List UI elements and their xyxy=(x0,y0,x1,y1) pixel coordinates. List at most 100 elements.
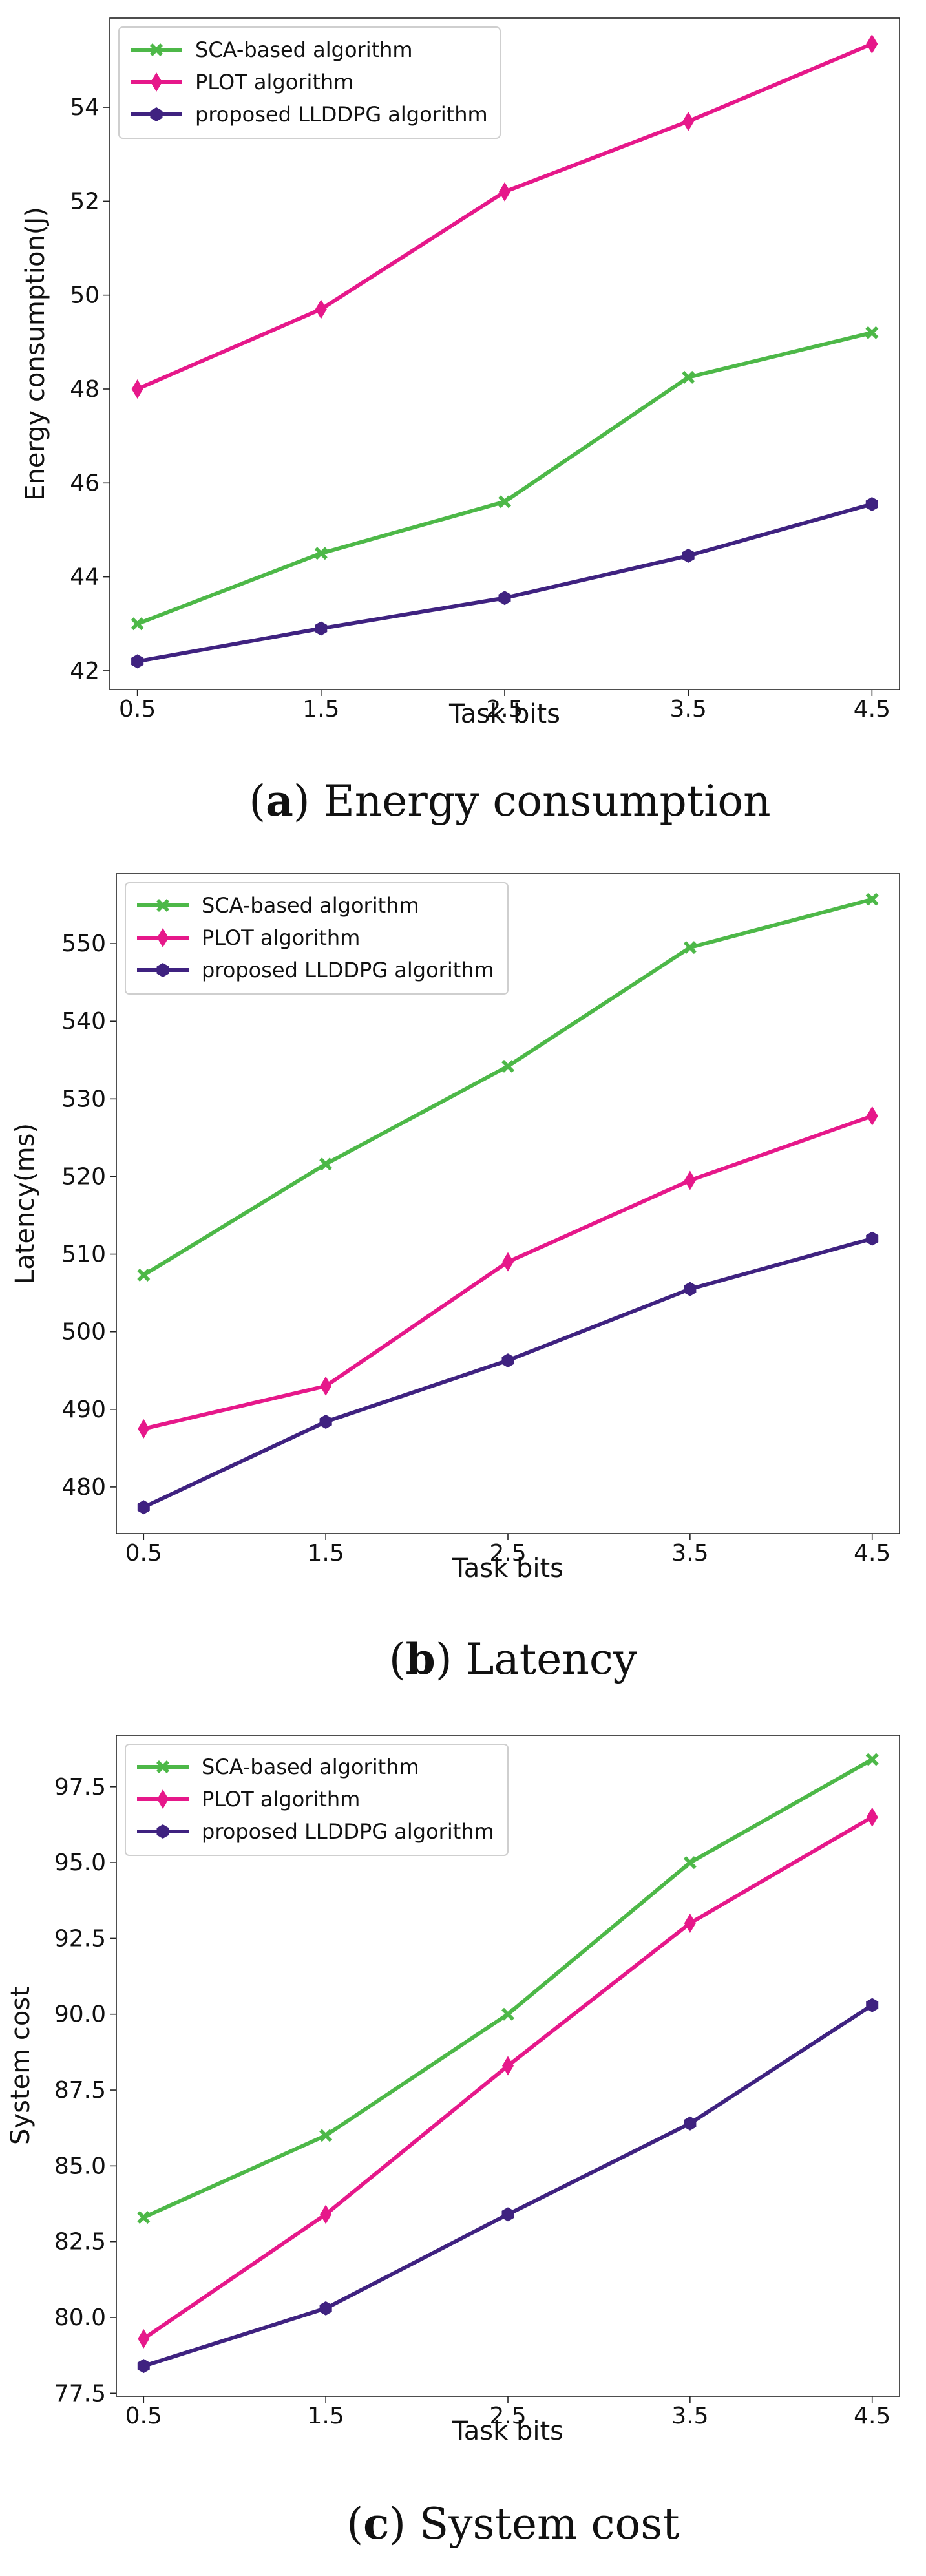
data-point xyxy=(319,2301,332,2316)
x-tick-label: 4.5 xyxy=(854,696,890,723)
x-tick-label: 1.5 xyxy=(308,2403,344,2429)
data-point xyxy=(320,1376,332,1396)
y-tick-label: 550 xyxy=(61,931,106,957)
data-point xyxy=(319,1157,333,1171)
data-point xyxy=(865,1753,879,1766)
series-line xyxy=(143,1236,873,1509)
data-point xyxy=(319,1415,332,1429)
y-tick-label: 80.0 xyxy=(54,2305,106,2331)
data-point xyxy=(682,370,695,384)
y-tick-label: 97.5 xyxy=(54,1774,106,1800)
y-tick-label: 50 xyxy=(70,282,100,309)
data-point xyxy=(315,621,328,636)
data-point xyxy=(137,1269,151,1282)
y-tick-label: 540 xyxy=(61,1008,106,1035)
legend-marker xyxy=(156,1824,169,1839)
legend-entry: SCA-based algorithm xyxy=(131,37,413,62)
y-tick-label: 480 xyxy=(61,1474,106,1501)
y-tick-label: 77.5 xyxy=(54,2380,106,2407)
legend-box xyxy=(118,26,501,139)
x-tick-label: 2.5 xyxy=(489,2403,526,2429)
x-tick-label: 2.5 xyxy=(489,1540,526,1567)
legend-box xyxy=(125,1744,509,1856)
data-point xyxy=(137,2359,150,2374)
series-3 xyxy=(137,1231,879,1515)
series-1 xyxy=(137,1753,879,2224)
data-point xyxy=(314,547,328,560)
data-point xyxy=(498,591,511,606)
legend-label: PLOT algorithm xyxy=(202,1787,360,1811)
legend-entry: SCA-based algorithm xyxy=(137,1755,419,1779)
legend-marker xyxy=(157,928,169,947)
legend-label: PLOT algorithm xyxy=(195,70,353,94)
y-tick-label: 530 xyxy=(61,1086,106,1112)
data-point xyxy=(682,548,695,563)
y-tick-label: 52 xyxy=(70,188,100,215)
y-tick-label: 87.5 xyxy=(54,2077,106,2104)
legend-label: proposed LLDDPG algorithm xyxy=(202,1819,494,1844)
data-point xyxy=(131,654,144,669)
caption-text: Energy consumption xyxy=(324,776,771,826)
series-line xyxy=(143,1114,873,1431)
legend-entry: proposed LLDDPG algorithm xyxy=(137,1819,494,1844)
legend-marker xyxy=(156,963,169,977)
x-tick-label: 0.5 xyxy=(125,1540,162,1567)
x-axis-label: Task bits xyxy=(448,699,560,729)
data-point xyxy=(499,182,510,202)
legend-marker xyxy=(150,43,163,56)
data-point xyxy=(866,1231,879,1246)
y-tick-label: 90.0 xyxy=(54,2001,106,2028)
y-tick-label: 92.5 xyxy=(54,1925,106,1952)
y-tick-label: 490 xyxy=(61,1397,106,1423)
data-point xyxy=(319,2129,333,2142)
y-tick-label: 520 xyxy=(61,1163,106,1190)
data-point xyxy=(138,2328,150,2349)
x-tick-label: 4.5 xyxy=(854,1540,890,1567)
legend-label: proposed LLDDPG algorithm xyxy=(195,102,488,127)
legend-label: SCA-based algorithm xyxy=(202,893,419,918)
caption-paren-open: ( xyxy=(249,776,266,826)
series-3 xyxy=(131,497,878,669)
data-point xyxy=(682,111,695,131)
chart-panel-3: 0.5 1.5 2.5 3.5 4.5 77.5 80.0 82.5 85.0 87.5 90.0 9… xyxy=(6,1735,900,2549)
series-2 xyxy=(131,34,878,399)
series-1 xyxy=(131,326,879,631)
y-tick-label: 54 xyxy=(70,94,100,121)
x-tick-label: 3.5 xyxy=(671,1540,708,1567)
legend: SCA-based algorithm PLOT algorithm propose… xyxy=(125,1744,509,1856)
x-tick-label: 0.5 xyxy=(125,2403,162,2429)
chart-panel-2: 0.5 1.5 2.5 3.5 4.5 480 490 500 510 520 530 540 550 T… xyxy=(10,873,900,1684)
data-point xyxy=(866,1106,878,1126)
caption-text: System cost xyxy=(419,2499,680,2549)
legend-entry: PLOT algorithm xyxy=(137,925,360,950)
x-tick-label: 3.5 xyxy=(670,696,707,723)
legend-label: PLOT algorithm xyxy=(202,925,360,950)
data-point xyxy=(865,497,878,511)
legend-entry: PLOT algorithm xyxy=(131,70,353,94)
legend-label: SCA-based algorithm xyxy=(202,1755,419,1779)
caption: (c) System cost xyxy=(346,2498,679,2549)
data-point xyxy=(137,1500,150,1515)
data-point xyxy=(501,1353,514,1368)
chart-panel-1: 0.5 1.5 2.5 3.5 4.5 42 44 46 48 50 52 54 Task bits En… xyxy=(21,17,900,826)
data-point xyxy=(501,1059,514,1073)
legend-marker xyxy=(156,1760,169,1773)
caption-text: Latency xyxy=(466,1634,638,1684)
data-point xyxy=(684,2116,697,2131)
y-tick-label: 85.0 xyxy=(54,2153,106,2179)
data-point xyxy=(138,1419,150,1439)
y-tick-label: 42 xyxy=(70,658,100,684)
y-tick-label: 95.0 xyxy=(54,1850,106,1876)
x-tick-label: 0.5 xyxy=(119,696,156,723)
x-tick-label: 1.5 xyxy=(308,1540,344,1567)
y-axis-label: Energy consumption(J) xyxy=(21,207,50,501)
series-3 xyxy=(137,1998,879,2374)
caption-letter: a xyxy=(266,776,293,826)
legend-box xyxy=(125,882,509,995)
legend-marker xyxy=(150,107,163,121)
x-tick-label: 4.5 xyxy=(854,2403,890,2429)
caption-letter: c xyxy=(363,2498,389,2549)
caption-paren-open: ( xyxy=(389,1634,406,1684)
data-point xyxy=(683,1856,697,1870)
